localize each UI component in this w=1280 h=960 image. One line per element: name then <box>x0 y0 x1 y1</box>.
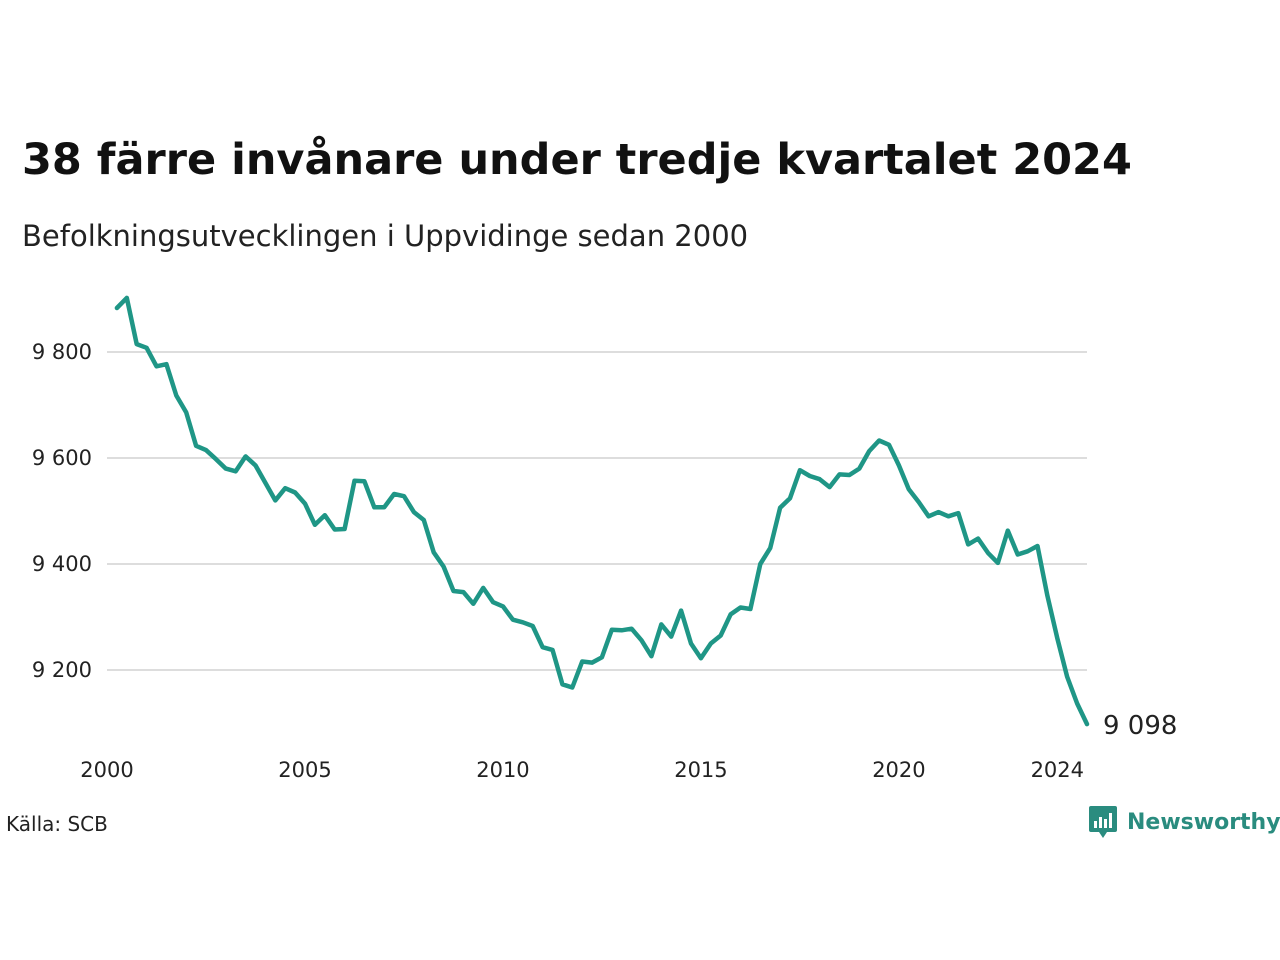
population-series <box>114 295 1090 727</box>
x-tick-label: 2015 <box>674 758 727 782</box>
data-labels: 9 098 <box>1103 711 1177 741</box>
chart-subtitle: Befolkningsutvecklingen i Uppvidinge sed… <box>22 219 749 253</box>
x-tick-label: 2005 <box>278 758 331 782</box>
y-tick-label: 9 600 <box>32 446 92 470</box>
brand-name: Newsworthy <box>1127 809 1280 835</box>
end-value-label: 9 098 <box>1103 711 1177 741</box>
source-note: Källa: SCB <box>6 812 108 836</box>
x-tick-label: 2000 <box>80 758 133 782</box>
y-tick-label: 9 200 <box>32 658 92 682</box>
x-tick-label: 2010 <box>476 758 529 782</box>
chart-title: 38 färre invånare under tredje kvartalet… <box>22 135 1132 185</box>
x-tick-label: 2024 <box>1031 758 1084 782</box>
y-tick-label: 9 400 <box>32 552 92 576</box>
y-tick-label: 9 800 <box>32 340 92 364</box>
x-tick-label: 2020 <box>872 758 925 782</box>
newsworthy-bar-chart-icon <box>1088 804 1118 840</box>
population-line <box>114 295 1090 727</box>
brand-logo[interactable]: Newsworthy <box>1088 804 1280 840</box>
y-axis-tick-labels: 9 200 9 400 9 600 9 800 <box>32 340 92 682</box>
gridlines <box>107 351 1087 671</box>
x-axis-tick-labels: 2000 2005 2010 2015 2020 2024 <box>80 758 1084 782</box>
